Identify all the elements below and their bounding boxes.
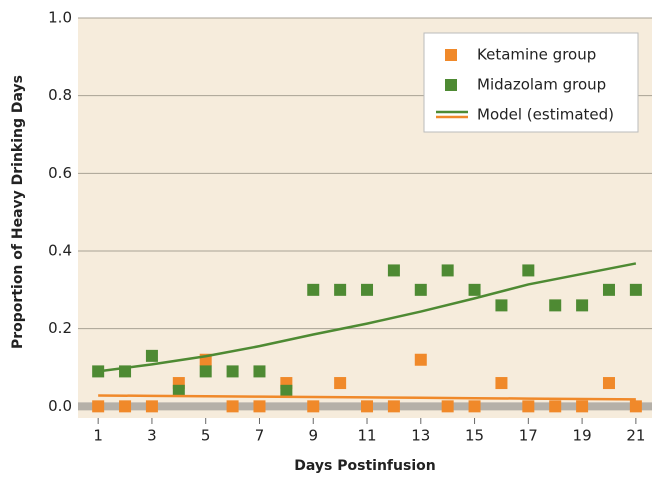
legend-label: Midazolam group [477, 76, 606, 94]
y-tick-label: 0.8 [48, 86, 72, 104]
data-point [253, 365, 266, 378]
y-tick-label: 0.2 [48, 319, 72, 337]
x-tick-label: 11 [357, 427, 376, 445]
y-tick-label: 0.6 [48, 164, 72, 182]
data-point [145, 349, 158, 362]
data-point [522, 264, 535, 277]
data-point [495, 377, 508, 390]
data-point [468, 283, 481, 296]
data-point [629, 283, 642, 296]
data-point [522, 400, 535, 413]
x-tick-label: 21 [626, 427, 645, 445]
legend-swatch [445, 79, 457, 91]
data-point [199, 365, 212, 378]
data-point [172, 384, 185, 397]
data-point [119, 400, 132, 413]
x-tick-label: 15 [465, 427, 484, 445]
data-point [307, 400, 320, 413]
y-tick-label: 0.4 [48, 242, 72, 260]
data-point [226, 365, 239, 378]
data-point [387, 400, 400, 413]
data-point [576, 400, 589, 413]
data-point [495, 299, 508, 312]
x-tick-label: 9 [308, 427, 318, 445]
data-point [226, 400, 239, 413]
data-point [602, 377, 615, 390]
legend-box [423, 32, 639, 133]
x-tick-label: 17 [519, 427, 538, 445]
model-line [98, 394, 636, 401]
x-tick-label: 1 [93, 427, 103, 445]
x-tick-label: 7 [255, 427, 265, 445]
data-point [307, 283, 320, 296]
data-point [387, 264, 400, 277]
data-point [549, 400, 562, 413]
data-point [361, 283, 374, 296]
x-tick-label: 5 [201, 427, 211, 445]
x-tick-label: 19 [573, 427, 592, 445]
data-point [334, 283, 347, 296]
data-point [361, 400, 374, 413]
data-point [441, 264, 454, 277]
legend-label: Model (estimated) [477, 106, 614, 124]
y-axis-title: Proportion of Heavy Drinking Days [10, 75, 26, 349]
data-point [576, 299, 589, 312]
data-point [549, 299, 562, 312]
data-point [145, 400, 158, 413]
x-tick-label: 13 [411, 427, 430, 445]
data-point [280, 384, 293, 397]
legend-label: Ketamine group [477, 46, 596, 64]
model-line [98, 262, 637, 373]
y-tick-label: 0.0 [48, 397, 72, 415]
data-point [602, 283, 615, 296]
data-point [629, 400, 642, 413]
data-point [253, 400, 266, 413]
y-tick-label: 1.0 [48, 9, 72, 27]
data-point [414, 353, 427, 366]
data-point [334, 377, 347, 390]
data-point [414, 283, 427, 296]
data-point [92, 400, 105, 413]
data-point [468, 400, 481, 413]
x-tick-label: 3 [147, 427, 157, 445]
legend-swatch [445, 49, 457, 61]
x-axis-title: Days Postinfusion [294, 458, 435, 474]
data-point [441, 400, 454, 413]
